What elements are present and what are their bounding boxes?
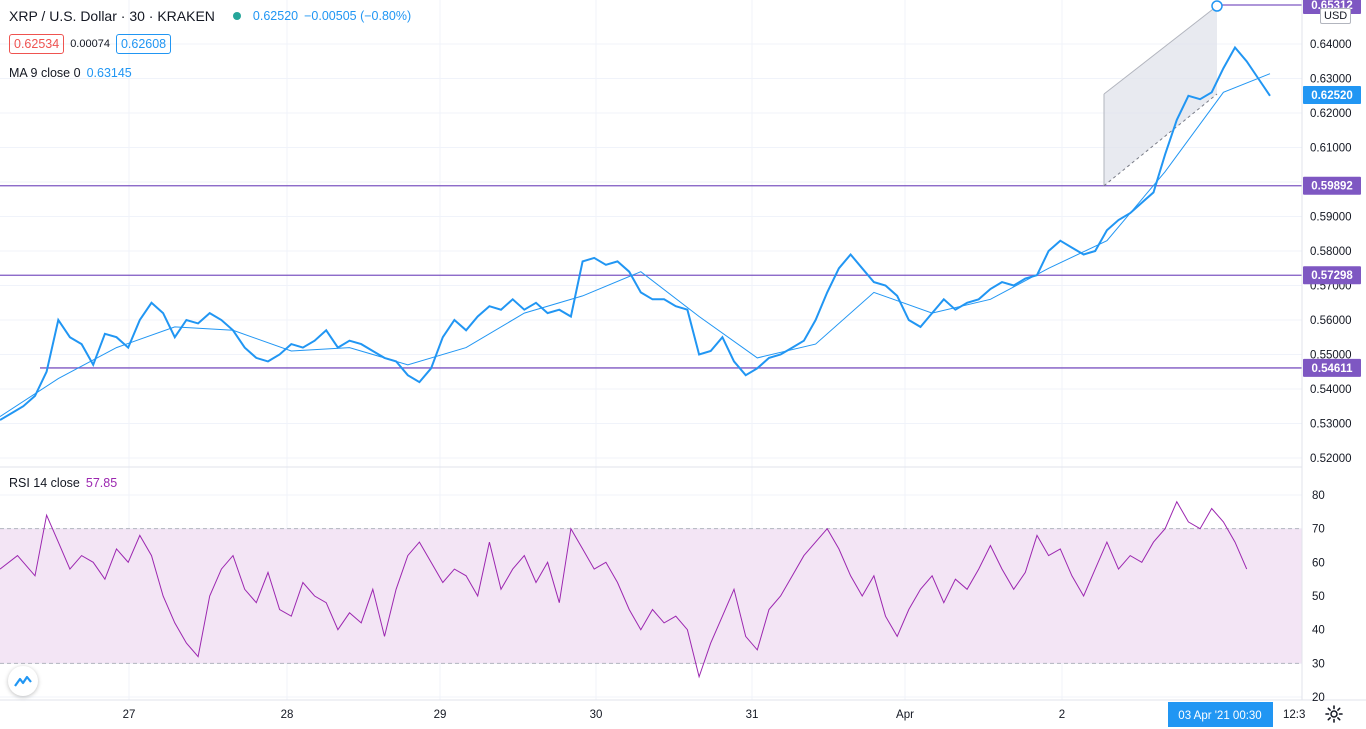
rsi-tick-label: 40 <box>1312 625 1325 637</box>
last-price-label-box <box>1303 86 1361 105</box>
gear-icon[interactable] <box>1324 704 1344 724</box>
forecast-edge <box>1103 5 1218 95</box>
forecast-handle <box>1211 0 1223 12</box>
forecast-drawing[interactable] <box>1103 0 1223 187</box>
hline-price-label: 0.59892 <box>1311 181 1353 193</box>
rsi-tick-label: 50 <box>1312 591 1325 603</box>
rsi-tick-label: 70 <box>1312 524 1325 536</box>
hline-price-label-box <box>1303 176 1361 195</box>
rsi-tick-label: 20 <box>1312 692 1325 704</box>
price-tick-label: 0.59000 <box>1310 212 1352 224</box>
time-tick-label: 27 <box>123 709 136 721</box>
forecast-midline <box>1103 93 1218 187</box>
rsi-axis[interactable]: 80 70 60 50 40 30 20 <box>1312 490 1325 704</box>
time-tick-label: 31 <box>746 709 759 721</box>
rsi-label: RSI 14 close <box>9 476 80 490</box>
time-crosshair-label: 03 Apr '21 00:30 <box>1178 710 1261 722</box>
rsi-tick-label: 60 <box>1312 557 1325 569</box>
price-tick-label: 0.54000 <box>1310 384 1352 396</box>
time-tick-label: 28 <box>281 709 294 721</box>
last-price-label: 0.62520 <box>1311 90 1353 102</box>
ma-series-line <box>0 73 1271 418</box>
time-axis[interactable]: 27 28 29 30 31 Apr 2 03 Apr '21 00:30 12:3 <box>123 702 1306 727</box>
rsi-value: 57.85 <box>85 476 118 490</box>
price-tick-label: 0.63000 <box>1310 74 1352 86</box>
price-change: −0.00505 (−0.80%) <box>304 9 412 23</box>
rsi-band-lines <box>0 528 1302 664</box>
rsi-tick-label: 30 <box>1312 658 1325 670</box>
ma-legend[interactable]: MA 9 close 0 0.63145 <box>9 66 132 80</box>
time-crosshair-badge <box>1168 702 1273 727</box>
price-series-line <box>0 45 1271 421</box>
price-tick-label: 0.58000 <box>1310 246 1352 258</box>
hline-price-label-box <box>1303 266 1361 285</box>
price-tick-label: 0.56000 <box>1310 315 1352 327</box>
time-tick-label: Apr <box>896 709 914 721</box>
symbol-legend[interactable]: XRP / U.S. Dollar · 30 · KRAKEN 0.62520 … <box>9 8 411 24</box>
price-tick-label: 0.61000 <box>1310 143 1352 155</box>
time-tick-label: 30 <box>590 709 603 721</box>
ma-value: 0.63145 <box>86 66 132 80</box>
bid-ask-row: 0.62534 0.00074 0.62608 <box>9 34 172 54</box>
rsi-tick-label: 80 <box>1312 490 1325 502</box>
hline-price-label-box <box>1303 358 1361 377</box>
price-tick-label: 0.55000 <box>1310 350 1352 362</box>
bid-price-button[interactable]: 0.62534 <box>9 34 65 54</box>
hline-price-label: 0.54611 <box>1312 363 1354 375</box>
last-price: 0.62520 <box>252 9 299 23</box>
time-tick-label: 12:3 <box>1283 709 1305 721</box>
ma-label: MA 9 close 0 <box>9 66 81 80</box>
forecast-area <box>1104 6 1217 186</box>
price-tick-label: 0.64000 <box>1310 39 1352 51</box>
horizontal-lines <box>0 4 1302 369</box>
currency-badge[interactable]: USD <box>1320 8 1352 24</box>
rsi-band <box>0 528 1302 664</box>
spread-value: 0.00074 <box>70 38 110 50</box>
market-status-icon <box>232 12 241 20</box>
time-tick-label: 29 <box>434 709 447 721</box>
time-tick-label: 2 <box>1059 709 1065 721</box>
tradingview-logo-icon[interactable] <box>8 666 38 696</box>
price-tick-label: 0.53000 <box>1310 419 1352 431</box>
rsi-legend[interactable]: RSI 14 close 57.85 <box>9 476 117 490</box>
price-tick-label: 0.62000 <box>1310 108 1352 120</box>
hline-price-label: 0.57298 <box>1311 270 1353 282</box>
rsi-series-line <box>0 500 1248 679</box>
symbol-title[interactable]: XRP / U.S. Dollar · 30 · KRAKEN <box>9 8 215 24</box>
price-tick-label: 0.52000 <box>1310 453 1352 465</box>
ask-price-button[interactable]: 0.62608 <box>115 34 172 54</box>
